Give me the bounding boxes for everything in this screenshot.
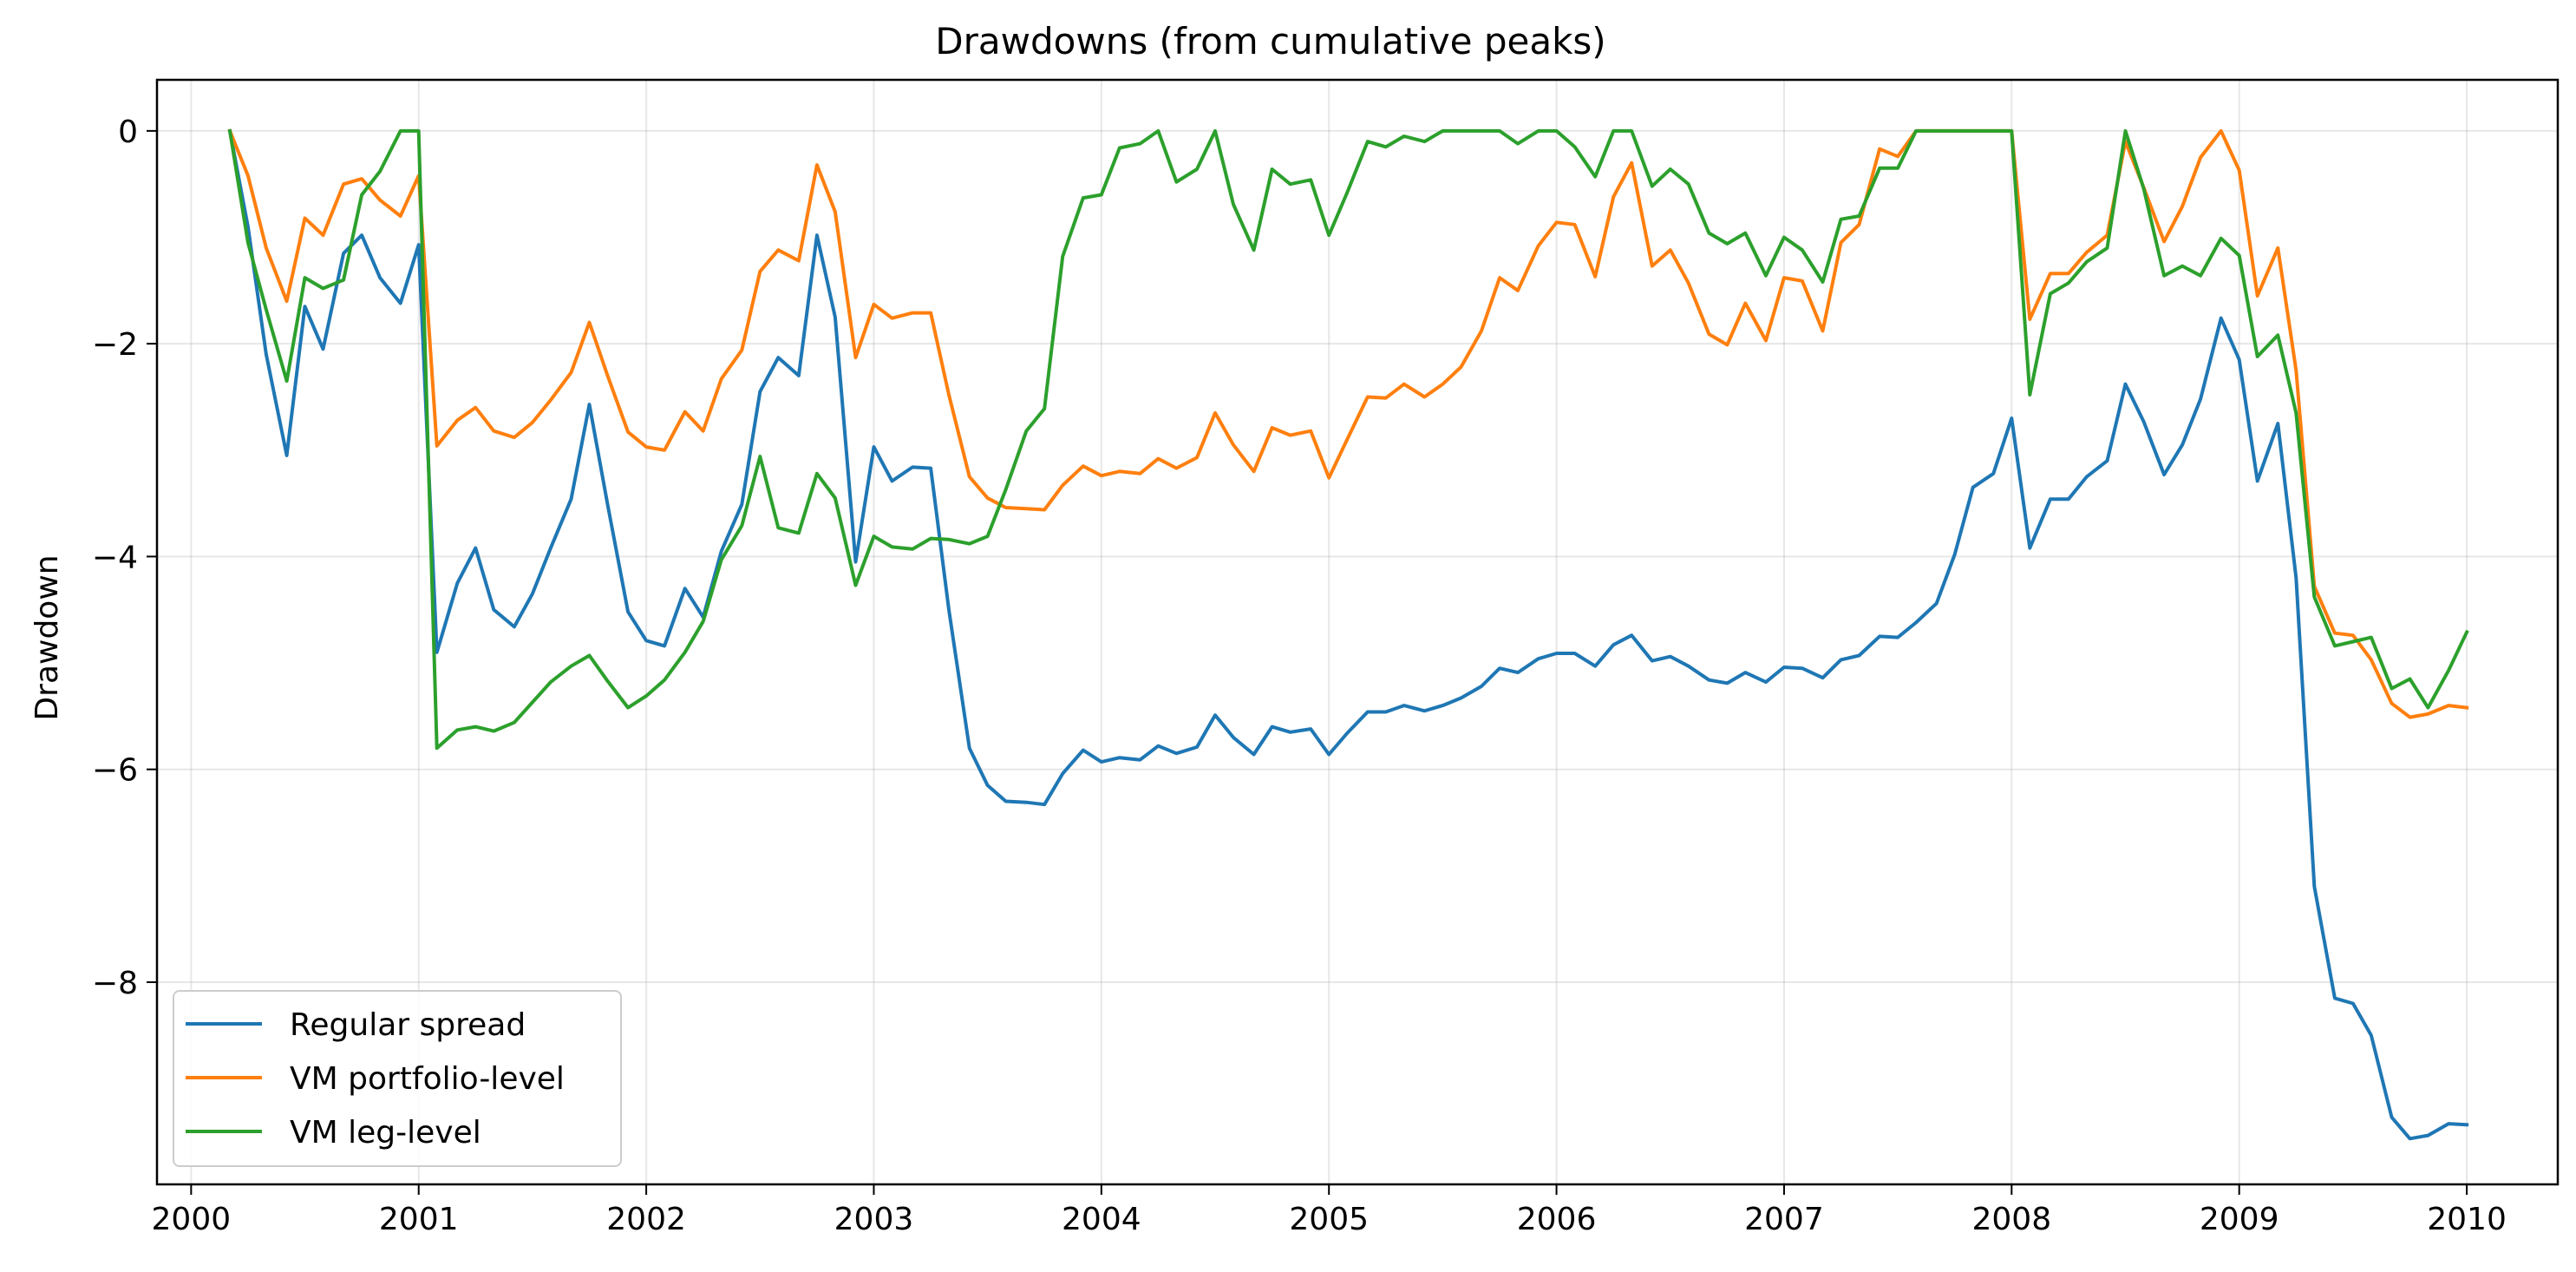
x-tick-label: 2005 [1289,1202,1369,1237]
axis-ticks: 2000 2001 2002 2003 2004 2005 2006 2007 2008 2009… [92,115,2507,1237]
chart-title: Drawdowns (from cumulative peaks) [935,20,1605,62]
series-lines [227,128,2469,1141]
y-tick-label: −8 [92,966,138,1001]
x-tick-label: 2006 [1517,1202,1597,1237]
y-axis-label: Drawdown [29,554,65,720]
legend-label: VM portfolio-level [290,1061,565,1097]
x-tick-label: 2007 [1744,1202,1824,1237]
x-tick-label: 2009 [2200,1202,2279,1237]
legend: Regular spread VM portfolio-level VM leg-l… [173,990,622,1167]
legend-label: VM leg-level [290,1115,481,1151]
x-tick-label: 2001 [379,1202,459,1237]
series-line-vm-portfolio-level [227,128,2469,719]
y-tick-label: −4 [92,540,138,575]
legend-items: Regular spread VM portfolio-level VM leg-l… [186,1007,565,1151]
x-tick-label: 2008 [1972,1202,2052,1237]
y-tick-label: −6 [92,753,138,789]
y-tick-label: 0 [118,115,138,150]
x-tick-label: 2000 [152,1202,232,1237]
x-tick-label: 2004 [1062,1202,1141,1237]
legend-box [173,990,622,1167]
series-line-regular-spread [227,128,2469,1141]
y-tick-label: −2 [92,327,138,363]
series-line-vm-leg-level [227,128,2469,751]
legend-label: Regular spread [290,1007,526,1043]
plot-frame [155,78,2560,1186]
x-tick-label: 2002 [606,1202,686,1237]
x-tick-label: 2010 [2427,1202,2507,1237]
x-tick-label: 2003 [834,1202,914,1237]
